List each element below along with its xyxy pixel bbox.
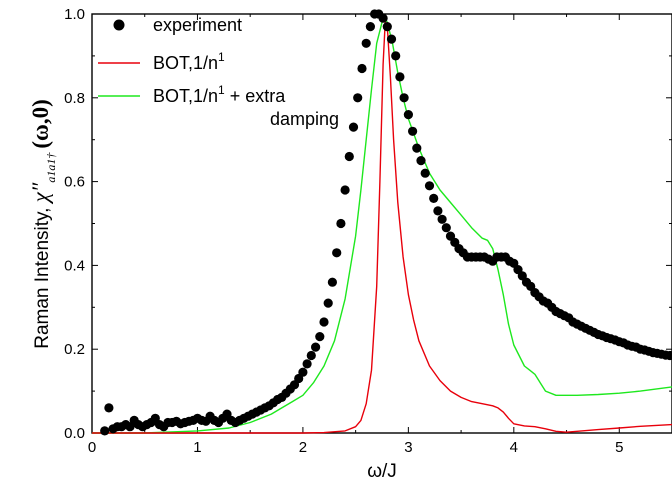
experiment-point [353,93,363,103]
legend-label-bot-sup: 1 [218,50,225,64]
y-tick-label: 0.0 [64,425,85,442]
experiment-point [429,193,439,203]
plot-area [91,13,672,434]
experiment-point [319,317,329,327]
experiment-point [437,214,447,224]
legend-label-experiment: experiment [153,15,242,35]
experiment-point [104,403,114,413]
experiment-point [361,38,371,48]
experiment-point [420,168,430,178]
y-axis-title-sub: a1a1† [44,152,58,183]
experiment-point [412,143,422,153]
y-tick-label: 0.4 [64,257,85,274]
legend-label-bot-damping-line2: damping [270,109,339,129]
experiment-point [433,206,443,216]
legend-label-bot-damping-suffix: + extra [225,86,287,106]
experiment-point [336,218,346,229]
x-tick-label: 3 [404,439,412,456]
legend-label-bot-damping-sup: 1 [218,83,225,97]
x-tick-label: 2 [299,439,307,456]
x-tick-label: 1 [193,439,201,456]
experiment-point [399,93,409,103]
y-axis-title-prefix: Raman Intensity, [32,202,53,348]
y-axis-title: Raman Intensity, χ″a1a1† (ω,0) [28,99,58,349]
axis-ticks: 0 1 2 3 4 5 0.0 0.2 0.4 0.6 0.8 1.0 [64,6,672,456]
experiment-point [403,110,413,120]
experiment-point [365,22,375,32]
legend-label-bot-damping-text: BOT,1/n [153,86,218,106]
experiment-point [327,277,337,287]
experiment-point [378,13,388,23]
y-axis-title-chi: χ″ [28,182,53,204]
experiment-point [357,63,367,74]
experiment-point [348,122,359,132]
experiment-point [395,72,405,82]
y-tick-label: 1.0 [64,6,85,23]
x-tick-label: 5 [615,439,623,456]
experiment-point [315,332,325,342]
experiment-point [408,126,418,136]
experiment-point [100,426,110,436]
experiment-point [323,298,333,308]
experiment-point [332,248,342,258]
experiment-point [298,367,308,377]
experiment-point [302,359,312,369]
y-tick-label: 0.6 [64,174,85,191]
experiment-point [424,181,435,191]
legend-label-bot-damping: BOT,1/n1 + extra [153,83,286,106]
x-axis-title: ω/J [367,461,397,482]
legend: experiment BOT,1/n1 BOT,1/n1 + extra dam… [98,15,339,129]
experiment-point [344,151,354,162]
experiment-point [416,156,426,166]
legend-marker-experiment [113,19,125,31]
y-tick-label: 0.2 [64,341,85,358]
legend-label-bot-text: BOT,1/n [153,53,218,73]
experiment-point [386,34,397,44]
experiment-point [306,350,316,361]
series-line-1 [92,21,672,434]
experiment-point [382,22,392,32]
y-axis-title-arg: (ω,0) [28,99,53,148]
series-layer [92,9,672,436]
y-tick-label: 0.8 [64,90,85,107]
experiment-point [311,342,321,352]
experiment-point [340,185,350,195]
x-tick-label: 0 [88,439,96,456]
legend-label-bot: BOT,1/n1 [153,50,225,73]
x-tick-label: 4 [510,439,518,456]
plot-frame [91,13,672,434]
experiment-point [441,223,451,233]
experiment-point [391,51,401,61]
experiment-point [665,350,672,361]
